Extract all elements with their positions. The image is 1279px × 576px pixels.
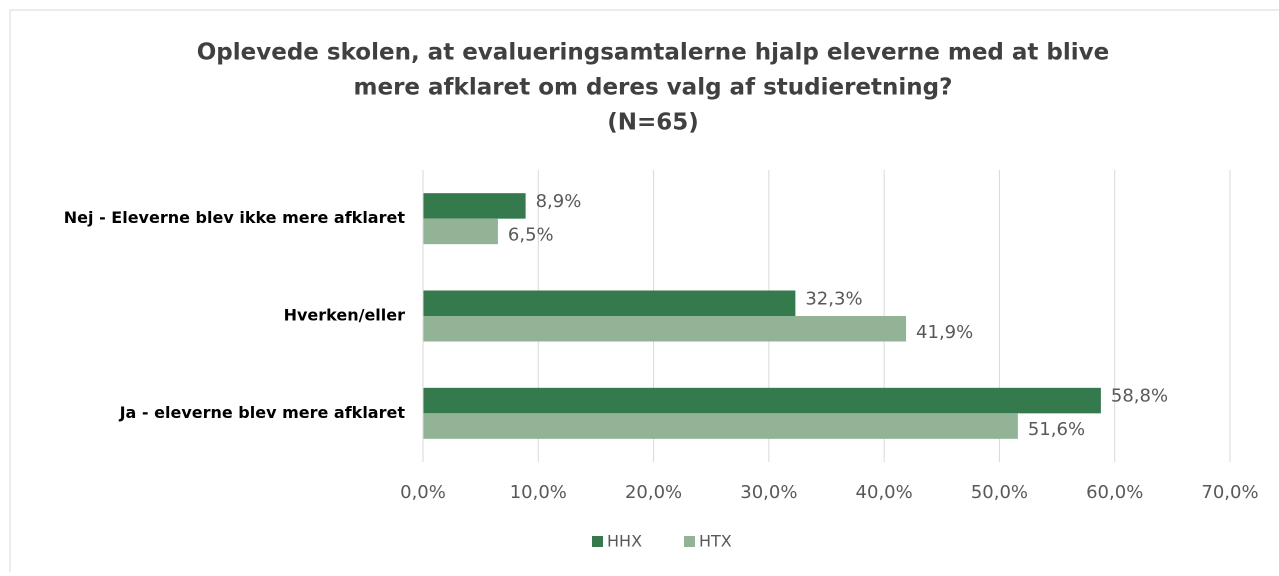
bar — [423, 413, 1018, 439]
bar — [423, 290, 796, 316]
legend-label: HHX — [607, 532, 642, 551]
x-tick-label: 60,0% — [1086, 482, 1143, 503]
data-label: 8,9% — [536, 191, 582, 212]
x-tick-label: 40,0% — [856, 482, 913, 503]
x-tick-label: 50,0% — [971, 482, 1028, 503]
bar — [423, 193, 526, 219]
data-label: 58,8% — [1111, 386, 1168, 407]
chart-title: Oplevede skolen, at evalueringsamtalerne… — [197, 40, 1110, 66]
legend-swatch — [592, 536, 603, 547]
legend-label: HTX — [699, 532, 732, 551]
data-label: 6,5% — [508, 224, 554, 245]
bar — [423, 387, 1101, 414]
x-tick-label: 10,0% — [510, 482, 567, 503]
data-label: 51,6% — [1028, 419, 1085, 440]
data-label: 32,3% — [805, 288, 862, 309]
x-tick-label: 30,0% — [740, 482, 797, 503]
chart-title: mere afklaret om deres valg af studieret… — [354, 75, 953, 101]
x-tick-label: 0,0% — [400, 482, 446, 503]
y-tick-label: Ja - eleverne blev mere afklaret — [119, 403, 406, 422]
bar — [423, 316, 907, 342]
legend-swatch — [684, 536, 695, 547]
x-tick-label: 20,0% — [625, 482, 682, 503]
chart-title: (N=65) — [607, 110, 699, 136]
bar — [423, 218, 498, 245]
y-tick-label: Hverken/eller — [284, 306, 406, 325]
data-label: 41,9% — [916, 322, 973, 343]
x-tick-label: 70,0% — [1201, 482, 1258, 503]
y-tick-label: Nej - Eleverne blev ikke mere afklaret — [64, 208, 406, 227]
